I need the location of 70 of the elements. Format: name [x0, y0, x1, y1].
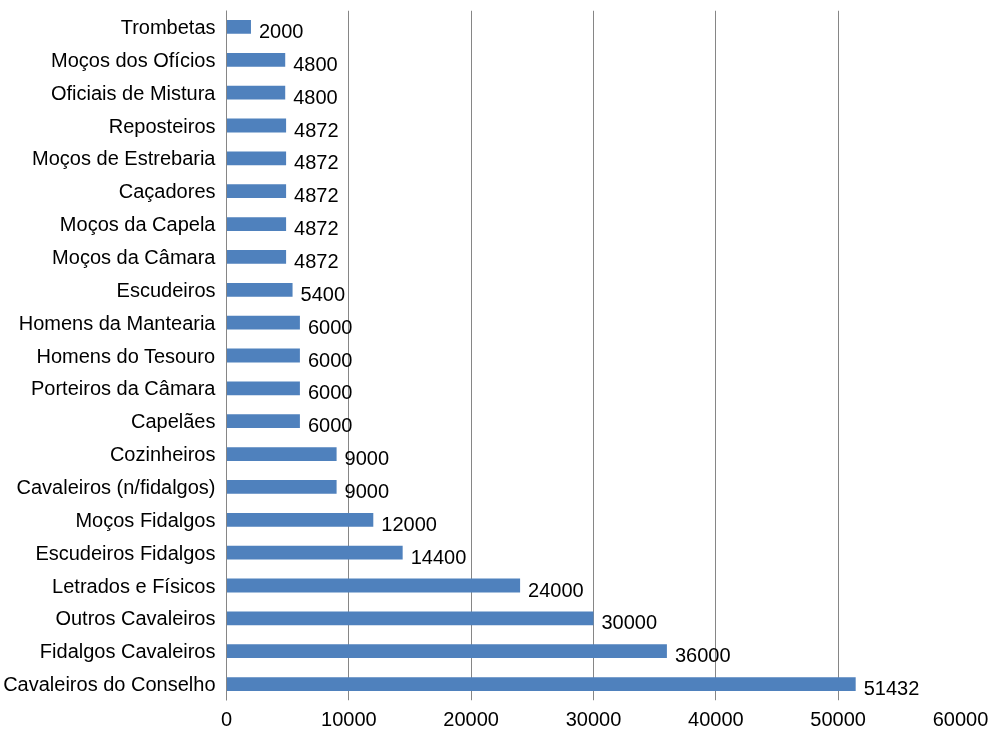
y-tick-label: Trombetas: [120, 15, 216, 38]
data-label: 4872: [294, 184, 339, 207]
y-tick-label: Moços da Capela: [59, 213, 217, 236]
data-label: 14400: [410, 545, 467, 568]
data-label: 24000: [528, 578, 584, 601]
bar: [226, 20, 251, 34]
data-label: 6000: [307, 348, 353, 371]
bar: [226, 644, 667, 659]
y-tick-label: Porteiros da Câmara: [30, 377, 217, 400]
data-label: 36000: [674, 644, 731, 667]
bar: [226, 414, 300, 429]
data-label: 4800: [293, 85, 338, 108]
data-label: 4800: [293, 52, 338, 75]
data-label: 9000: [344, 479, 390, 502]
bar: [226, 315, 300, 330]
y-tick-label: Moços da Câmara: [52, 245, 217, 268]
data-label: 30000: [601, 611, 658, 634]
x-tick-label: 20000: [443, 707, 499, 730]
x-tick-label: 30000: [565, 707, 622, 730]
y-tick-label: Oficiais de Mistura: [51, 81, 217, 104]
data-label: 51432: [863, 677, 920, 700]
bar: [226, 348, 300, 363]
y-tick-label: Escudeiros: [116, 278, 216, 301]
data-label: 4872: [294, 249, 339, 272]
bar: [226, 447, 337, 461]
x-tick-label: 50000: [810, 707, 866, 730]
data-label: 9000: [344, 447, 390, 470]
data-label: 12000: [381, 512, 437, 535]
bar: [226, 250, 287, 264]
data-label: 4872: [294, 151, 339, 174]
bar: [226, 217, 287, 231]
y-tick-label: Moços de Estrebaria: [32, 147, 217, 170]
data-label: 5400: [300, 282, 346, 305]
y-tick-label: Cavaleiros (n/fidalgos): [16, 475, 216, 498]
y-tick-label: Moços dos Ofícios: [51, 48, 216, 71]
y-tick-label: Homens da Mantearia: [18, 311, 217, 334]
data-label: 6000: [307, 381, 353, 404]
bar: [226, 611, 594, 626]
data-label: 6000: [307, 315, 353, 338]
x-tick-label: 60000: [932, 707, 989, 730]
y-tick-label: Reposteiros: [108, 114, 216, 137]
y-tick-label: Escudeiros Fidalgos: [35, 541, 216, 564]
bar: [226, 381, 300, 396]
y-tick-label: Fidalgos Cavaleiros: [39, 640, 216, 663]
bar: [226, 578, 521, 593]
y-tick-label: Caçadores: [118, 180, 216, 203]
data-label: 4872: [294, 217, 339, 240]
bar: [226, 480, 337, 494]
x-tick-label: 40000: [688, 707, 744, 730]
bar: [226, 184, 287, 199]
bar: [226, 118, 287, 133]
y-tick-label: Cozinheiros: [109, 443, 216, 466]
y-tick-label: Homens do Tesouro: [36, 344, 216, 367]
bar: [226, 151, 287, 166]
y-tick-label: Outros Cavaleiros: [55, 607, 216, 630]
y-tick-label: Capelães: [131, 410, 216, 433]
data-label: 6000: [307, 414, 353, 437]
bar: [226, 545, 403, 560]
y-tick-label: Moços Fidalgos: [75, 508, 216, 531]
y-tick-label: Cavaleiros do Conselho: [3, 673, 216, 696]
data-label: 4872: [294, 118, 339, 141]
bar: [226, 282, 293, 297]
bar: [226, 677, 856, 691]
data-label: 2000: [258, 19, 304, 42]
y-tick-label: Letrados e Físicos: [52, 574, 216, 597]
x-tick-label: 0: [220, 707, 233, 730]
x-tick-label: 10000: [321, 707, 377, 730]
bar: [226, 512, 374, 527]
bar: [226, 52, 286, 67]
bar: [226, 85, 286, 100]
